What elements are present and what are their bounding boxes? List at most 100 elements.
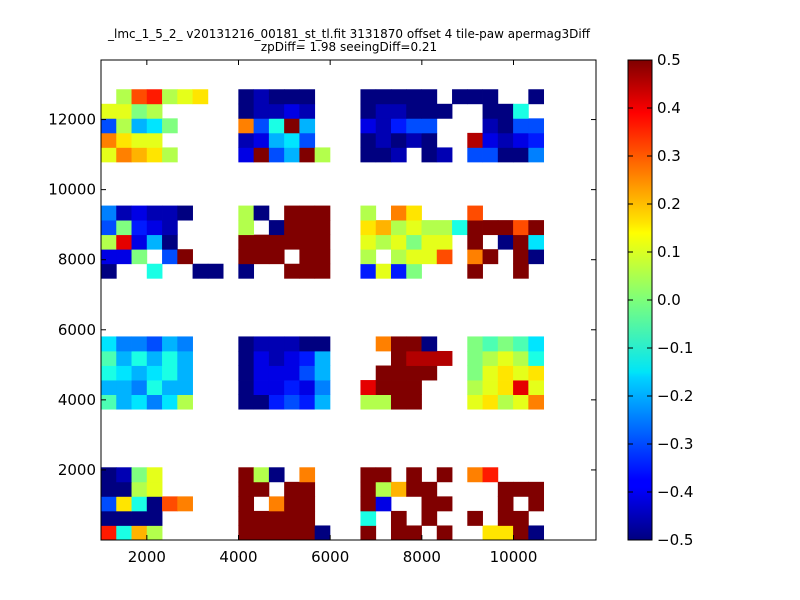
heatmap-cell [131, 365, 148, 381]
heatmap-cell [116, 467, 132, 483]
heatmap-cell [146, 496, 163, 512]
heatmap-cell [146, 205, 163, 221]
heatmap-cell [146, 467, 163, 483]
heatmap-cell [284, 350, 300, 366]
heatmap-cell [467, 234, 483, 250]
heatmap-cell [268, 132, 285, 148]
heatmap-cell [299, 263, 316, 279]
heatmap-cell [238, 147, 255, 163]
heatmap-cell [497, 147, 514, 163]
heatmap-cell [436, 234, 453, 250]
heatmap-cell [528, 118, 545, 134]
heatmap-cell [314, 350, 331, 366]
heatmap-cell [497, 220, 514, 236]
heatmap-cell [268, 365, 285, 381]
heatmap-cell [116, 525, 132, 540]
heatmap-cell [162, 365, 178, 381]
heatmap-cell [146, 118, 163, 134]
heatmap-cell [101, 365, 117, 381]
heatmap-cell [131, 234, 148, 250]
colorbar-tick-label: 0.2 [657, 195, 681, 213]
heatmap-cell [314, 365, 331, 381]
heatmap-cell [528, 481, 545, 497]
heatmap-cell [299, 147, 316, 163]
heatmap-cell [284, 89, 300, 105]
heatmap-cell [162, 336, 178, 352]
heatmap-cell [116, 118, 132, 134]
heatmap-cell [207, 263, 224, 279]
heatmap-cell [116, 481, 132, 497]
heatmap-cell [467, 89, 483, 105]
heatmap-cell [390, 380, 407, 395]
colorbar-ticks: 0.5 0.4 0.3 0.2 0.1 0.0 −0.1 −0.2 −0.3 −0.4 −0.5 [628, 51, 693, 549]
heatmap-cell [253, 365, 270, 381]
heatmap-cell [314, 394, 331, 410]
x-tick-label: 8000 [403, 548, 441, 566]
heatmap-cell [101, 467, 117, 483]
heatmap-cell [360, 510, 377, 526]
heatmap-cell [314, 525, 331, 540]
heatmap-cell [314, 147, 331, 163]
heatmap-cell [390, 481, 407, 497]
heatmap-cell [390, 365, 407, 381]
y-tick-label: 2000 [58, 461, 96, 479]
heatmap-cell [421, 481, 438, 497]
heatmap-cell [299, 89, 316, 105]
heatmap-cell [390, 350, 407, 366]
heatmap-cell [390, 147, 407, 163]
heatmap-cell [513, 481, 529, 497]
heatmap-cell [375, 132, 392, 148]
heatmap-cell [314, 380, 331, 395]
heatmap-cell [268, 103, 285, 119]
heatmap-cell [375, 467, 392, 483]
heatmap-cell [116, 249, 132, 265]
heatmap-cell [467, 394, 483, 410]
heatmap-cell [268, 380, 285, 395]
heatmap-cell [116, 132, 132, 148]
heatmap-cell [131, 350, 148, 366]
heatmap-cell [421, 132, 438, 148]
heatmap-cell [375, 380, 392, 395]
heatmap-cell [390, 249, 407, 265]
heatmap-cell [131, 467, 148, 483]
heatmap-cell [513, 365, 529, 381]
heatmap-cell [101, 103, 117, 119]
heatmap-cell [284, 147, 300, 163]
heatmap-cell [360, 220, 377, 236]
heatmap-cell [375, 220, 392, 236]
heatmap-cell [299, 481, 316, 497]
heatmap-cell [513, 249, 529, 265]
heatmap-cell [406, 350, 422, 366]
heatmap-cell [360, 147, 377, 163]
heatmap-cell [360, 496, 377, 512]
heatmap-cell [177, 336, 193, 352]
heatmap-cell [116, 147, 132, 163]
colorbar-tick-label: −0.1 [657, 339, 693, 357]
heatmap-cell [299, 365, 316, 381]
heatmap-cell [528, 380, 545, 395]
y-tick-label: 12000 [48, 111, 96, 129]
heatmap-cell [497, 525, 514, 540]
heatmap-cell [375, 263, 392, 279]
heatmap-cell [284, 234, 300, 250]
heatmap-cell [360, 467, 377, 483]
colorbar-tick-label: −0.5 [657, 531, 693, 549]
heatmap-cell [162, 205, 178, 221]
heatmap-cell [177, 350, 193, 366]
heatmap-cell [146, 336, 163, 352]
heatmap-cell [284, 394, 300, 410]
heatmap-cell [268, 147, 285, 163]
heatmap-cell [146, 147, 163, 163]
heatmap-cell [268, 510, 285, 526]
heatmap-cell [314, 263, 331, 279]
heatmap-cell [406, 365, 422, 381]
heatmap-cell [528, 220, 545, 236]
heatmap-cell [299, 205, 316, 221]
heatmap-cell [131, 525, 148, 540]
colorbar-tick-label: 0.5 [657, 51, 681, 69]
heatmap-cell [253, 118, 270, 134]
heatmap-cell [131, 394, 148, 410]
heatmap-cell [238, 234, 255, 250]
heatmap-cell [497, 365, 514, 381]
heatmap-cell [116, 234, 132, 250]
